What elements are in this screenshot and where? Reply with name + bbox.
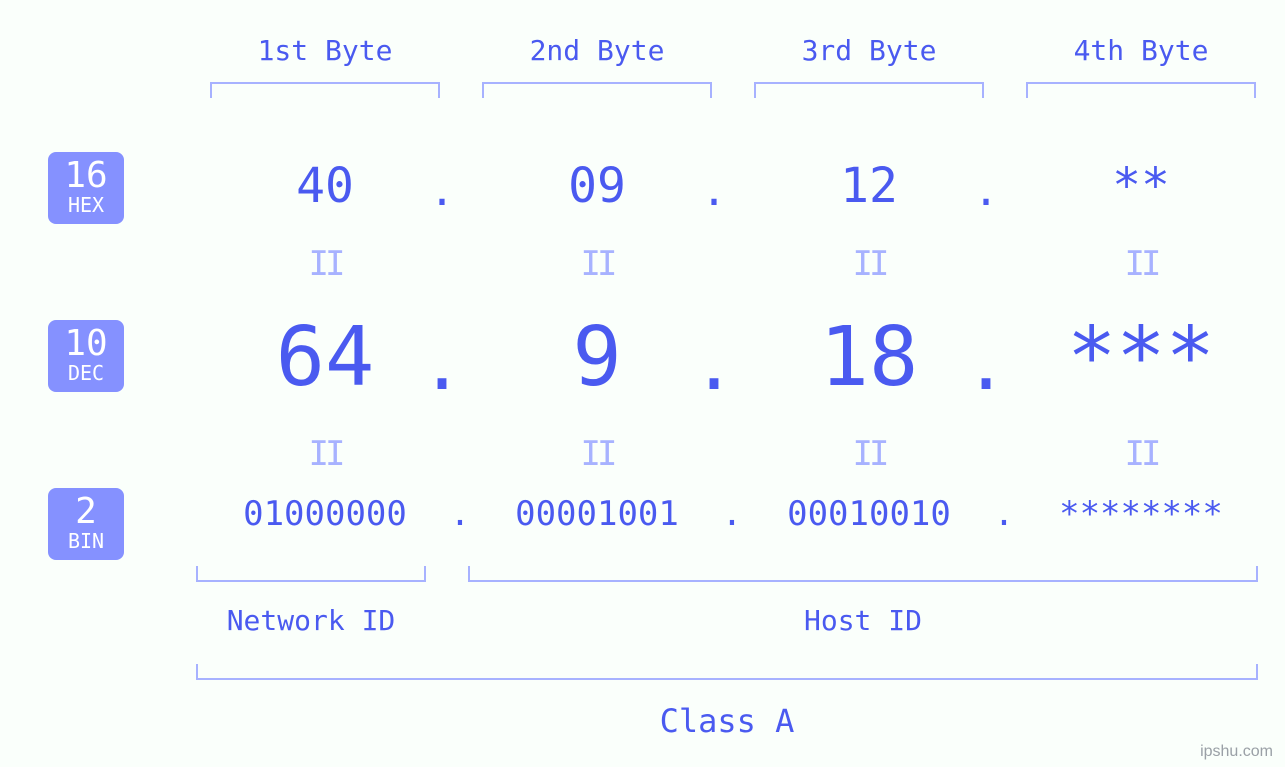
hex-dot-1: . bbox=[412, 166, 472, 215]
hex-byte-2: 09 bbox=[482, 158, 712, 214]
byte-bracket-2 bbox=[482, 82, 712, 98]
equals-hex-dec-4: II bbox=[1026, 244, 1256, 284]
base-radix-bin: 2 bbox=[48, 494, 124, 530]
equals-hex-dec-1: II bbox=[210, 244, 440, 284]
base-label-bin: BIN bbox=[48, 530, 124, 552]
bin-byte-1: 01000000 bbox=[196, 494, 454, 534]
dec-byte-2: 9 bbox=[482, 310, 712, 405]
byte-bracket-1 bbox=[210, 82, 440, 98]
equals-dec-bin-2: II bbox=[482, 434, 712, 474]
dec-dot-2: . bbox=[684, 322, 744, 406]
equals-dec-bin-1: II bbox=[210, 434, 440, 474]
equals-dec-bin-4: II bbox=[1026, 434, 1256, 474]
hex-byte-4: ** bbox=[1026, 158, 1256, 214]
hex-byte-1: 40 bbox=[210, 158, 440, 214]
base-badge-hex: 16 HEX bbox=[48, 152, 124, 224]
bin-byte-3: 00010010 bbox=[740, 494, 998, 534]
byte-header-1: 1st Byte bbox=[210, 34, 440, 67]
dec-byte-4: *** bbox=[1026, 310, 1256, 405]
equals-hex-dec-2: II bbox=[482, 244, 712, 284]
base-label-hex: HEX bbox=[48, 194, 124, 216]
hex-dot-3: . bbox=[956, 166, 1016, 215]
base-label-dec: DEC bbox=[48, 362, 124, 384]
byte-header-2: 2nd Byte bbox=[482, 34, 712, 67]
base-badge-bin: 2 BIN bbox=[48, 488, 124, 560]
bin-byte-2: 00001001 bbox=[468, 494, 726, 534]
dec-dot-3: . bbox=[956, 322, 1016, 406]
host-id-label: Host ID bbox=[468, 604, 1258, 637]
bin-dot-3: . bbox=[974, 494, 1034, 534]
host-id-bracket bbox=[468, 566, 1258, 582]
hex-byte-3: 12 bbox=[754, 158, 984, 214]
class-bracket bbox=[196, 664, 1258, 680]
bin-dot-1: . bbox=[430, 494, 490, 534]
network-id-bracket bbox=[196, 566, 426, 582]
byte-bracket-3 bbox=[754, 82, 984, 98]
bin-dot-2: . bbox=[702, 494, 762, 534]
dec-dot-1: . bbox=[412, 322, 472, 406]
watermark: ipshu.com bbox=[1200, 743, 1273, 761]
equals-dec-bin-3: II bbox=[754, 434, 984, 474]
class-label: Class A bbox=[196, 702, 1258, 740]
byte-header-4: 4th Byte bbox=[1026, 34, 1256, 67]
hex-dot-2: . bbox=[684, 166, 744, 215]
bin-byte-4: ******** bbox=[1012, 494, 1270, 534]
network-id-label: Network ID bbox=[196, 604, 426, 637]
equals-hex-dec-3: II bbox=[754, 244, 984, 284]
base-radix-dec: 10 bbox=[48, 326, 124, 362]
dec-byte-1: 64 bbox=[210, 310, 440, 405]
byte-bracket-4 bbox=[1026, 82, 1256, 98]
byte-header-3: 3rd Byte bbox=[754, 34, 984, 67]
dec-byte-3: 18 bbox=[754, 310, 984, 405]
base-radix-hex: 16 bbox=[48, 158, 124, 194]
base-badge-dec: 10 DEC bbox=[48, 320, 124, 392]
